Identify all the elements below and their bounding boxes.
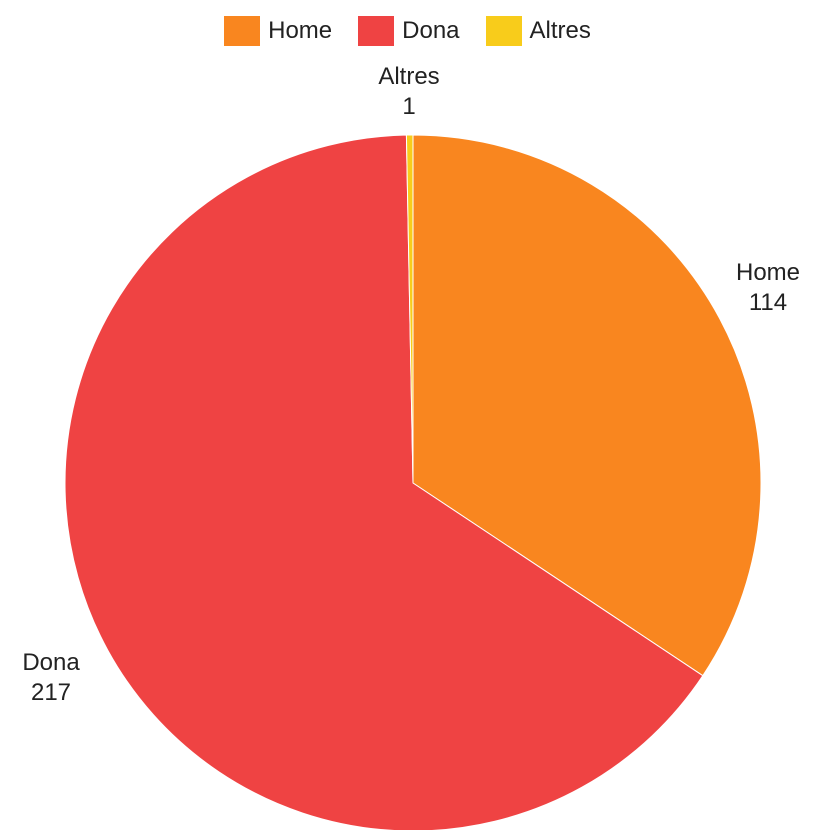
slice-label-altres-name: Altres — [378, 63, 440, 90]
slice-label-home-name: Home — [735, 259, 801, 286]
legend-label-home: Home — [268, 17, 333, 44]
slice-label-altres-value: 1 — [402, 93, 416, 120]
legend-item-altres[interactable]: Altres — [485, 16, 591, 46]
pie-slice-dona[interactable] — [64, 134, 704, 830]
slice-label-home: Home 114 — [728, 258, 808, 318]
legend-item-dona[interactable]: Dona — [358, 16, 460, 46]
legend-label-altres: Altres — [529, 17, 591, 44]
legend-item-home[interactable]: Home — [224, 16, 332, 46]
slice-label-dona-value: 217 — [30, 679, 72, 706]
slice-label-altres: Altres 1 — [364, 62, 454, 122]
slice-label-dona-name: Dona — [22, 649, 80, 676]
legend-swatch-home — [224, 16, 261, 46]
legend-label-dona: Dona — [402, 17, 460, 44]
slice-label-dona: Dona 217 — [16, 648, 86, 708]
legend-swatch-altres — [485, 16, 522, 46]
pie-slice-altres[interactable] — [405, 134, 414, 484]
legend-swatch-dona — [358, 16, 395, 46]
legend: Home Dona Altres — [0, 16, 815, 46]
slice-label-home-value: 114 — [748, 289, 788, 316]
